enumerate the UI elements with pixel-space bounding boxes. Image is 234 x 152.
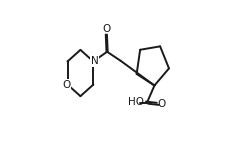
Text: O: O (157, 99, 165, 109)
Text: HO: HO (128, 97, 144, 107)
Text: O: O (102, 24, 110, 34)
Text: O: O (62, 80, 70, 90)
Text: N: N (91, 56, 99, 66)
